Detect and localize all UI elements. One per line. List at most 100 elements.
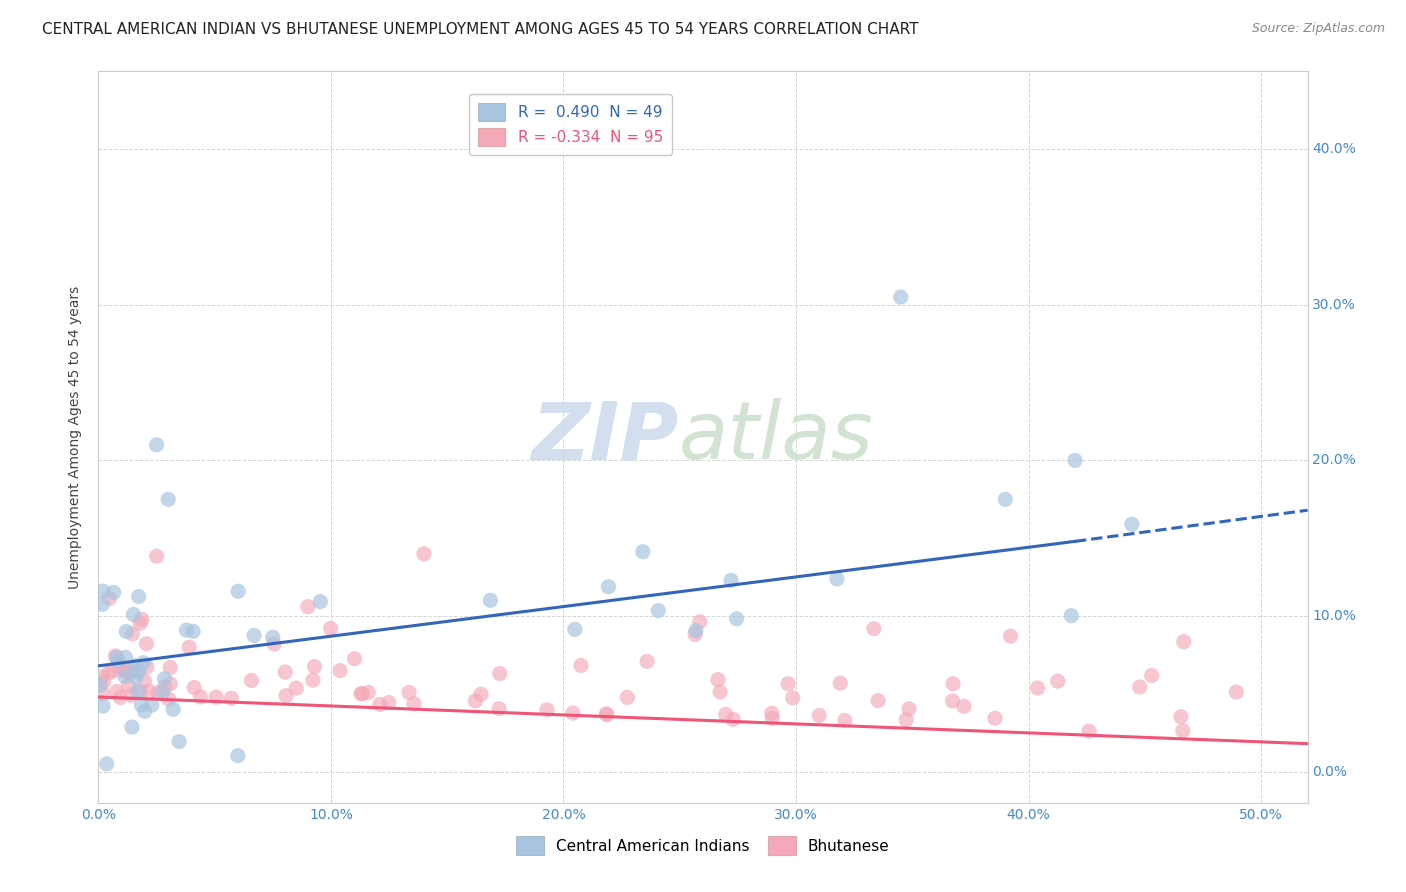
Point (352, 686, 374, 700)
Text: 20.0%: 20.0% (1312, 453, 1355, 467)
Point (564, 623, 586, 637)
Point (561, 706, 583, 720)
Point (153, 672, 176, 686)
Point (825, 572, 848, 586)
Point (994, 492, 1017, 507)
Point (162, 702, 184, 716)
Point (1046, 674, 1069, 689)
Point (107, 654, 129, 668)
Point (205, 690, 228, 705)
Text: ZIP: ZIP (531, 398, 679, 476)
Point (1140, 668, 1163, 682)
Point (114, 650, 136, 665)
Point (129, 616, 152, 631)
Point (488, 702, 510, 716)
Point (274, 665, 297, 679)
Point (96, 756, 118, 771)
Point (1078, 724, 1101, 739)
Point (128, 590, 150, 604)
Point (368, 698, 391, 712)
Point (122, 607, 145, 622)
Point (1170, 709, 1192, 723)
Point (157, 492, 180, 507)
Point (350, 687, 373, 701)
Point (1026, 681, 1049, 695)
Point (596, 707, 619, 722)
Text: Source: ZipAtlas.com: Source: ZipAtlas.com (1251, 22, 1385, 36)
Point (226, 748, 249, 763)
Point (159, 660, 181, 674)
Point (135, 637, 157, 651)
Point (761, 711, 783, 725)
Point (183, 681, 205, 695)
Point (98, 591, 121, 606)
Text: CENTRAL AMERICAN INDIAN VS BHUTANESE UNEMPLOYMENT AMONG AGES 45 TO 54 YEARS CORR: CENTRAL AMERICAN INDIAN VS BHUTANESE UNE… (42, 22, 918, 37)
Point (115, 624, 138, 639)
Point (778, 676, 800, 690)
Point (226, 584, 249, 599)
Point (890, 290, 912, 304)
Point (145, 438, 167, 452)
Point (689, 615, 711, 629)
Point (131, 698, 153, 713)
Point (145, 549, 167, 564)
Point (91, 698, 114, 713)
Point (942, 676, 965, 690)
Point (134, 674, 156, 689)
Point (91, 670, 114, 684)
Point (104, 648, 127, 663)
Point (1121, 517, 1143, 532)
Point (135, 660, 157, 674)
Point (720, 574, 742, 588)
Point (488, 666, 510, 681)
Point (188, 690, 211, 704)
Point (297, 599, 319, 614)
Point (1173, 634, 1195, 648)
Point (159, 676, 181, 690)
Point (725, 612, 748, 626)
Point (808, 708, 831, 723)
Point (1000, 629, 1022, 643)
Point (153, 680, 176, 694)
Point (398, 685, 420, 699)
Point (402, 697, 425, 711)
Point (898, 702, 921, 716)
Point (647, 603, 669, 617)
Point (413, 547, 436, 561)
Point (343, 652, 366, 666)
Point (128, 665, 150, 679)
Point (152, 685, 174, 699)
Point (304, 659, 326, 673)
Point (121, 689, 143, 703)
Point (714, 707, 737, 722)
Point (479, 593, 502, 607)
Point (285, 681, 308, 695)
Point (830, 676, 852, 690)
Point (868, 693, 890, 707)
Point (103, 585, 125, 599)
Point (125, 670, 148, 684)
Point (146, 685, 169, 699)
Point (862, 622, 884, 636)
Point (138, 684, 160, 698)
Point (98, 665, 121, 680)
Point (91, 584, 114, 599)
Point (707, 673, 730, 687)
Point (782, 690, 804, 705)
Point (105, 650, 128, 665)
Point (274, 689, 297, 703)
Text: 40.0%: 40.0% (1312, 142, 1355, 156)
Point (378, 696, 401, 710)
Point (93, 674, 115, 689)
Point (124, 658, 146, 673)
Point (115, 665, 138, 680)
Point (616, 690, 638, 705)
Legend: Central American Indians, Bhutanese: Central American Indians, Bhutanese (510, 830, 896, 861)
Point (685, 624, 707, 638)
Text: 10.0%: 10.0% (1312, 609, 1357, 623)
Point (157, 692, 180, 706)
Point (132, 656, 155, 670)
Point (470, 687, 492, 701)
Point (302, 673, 325, 687)
Point (262, 630, 284, 644)
